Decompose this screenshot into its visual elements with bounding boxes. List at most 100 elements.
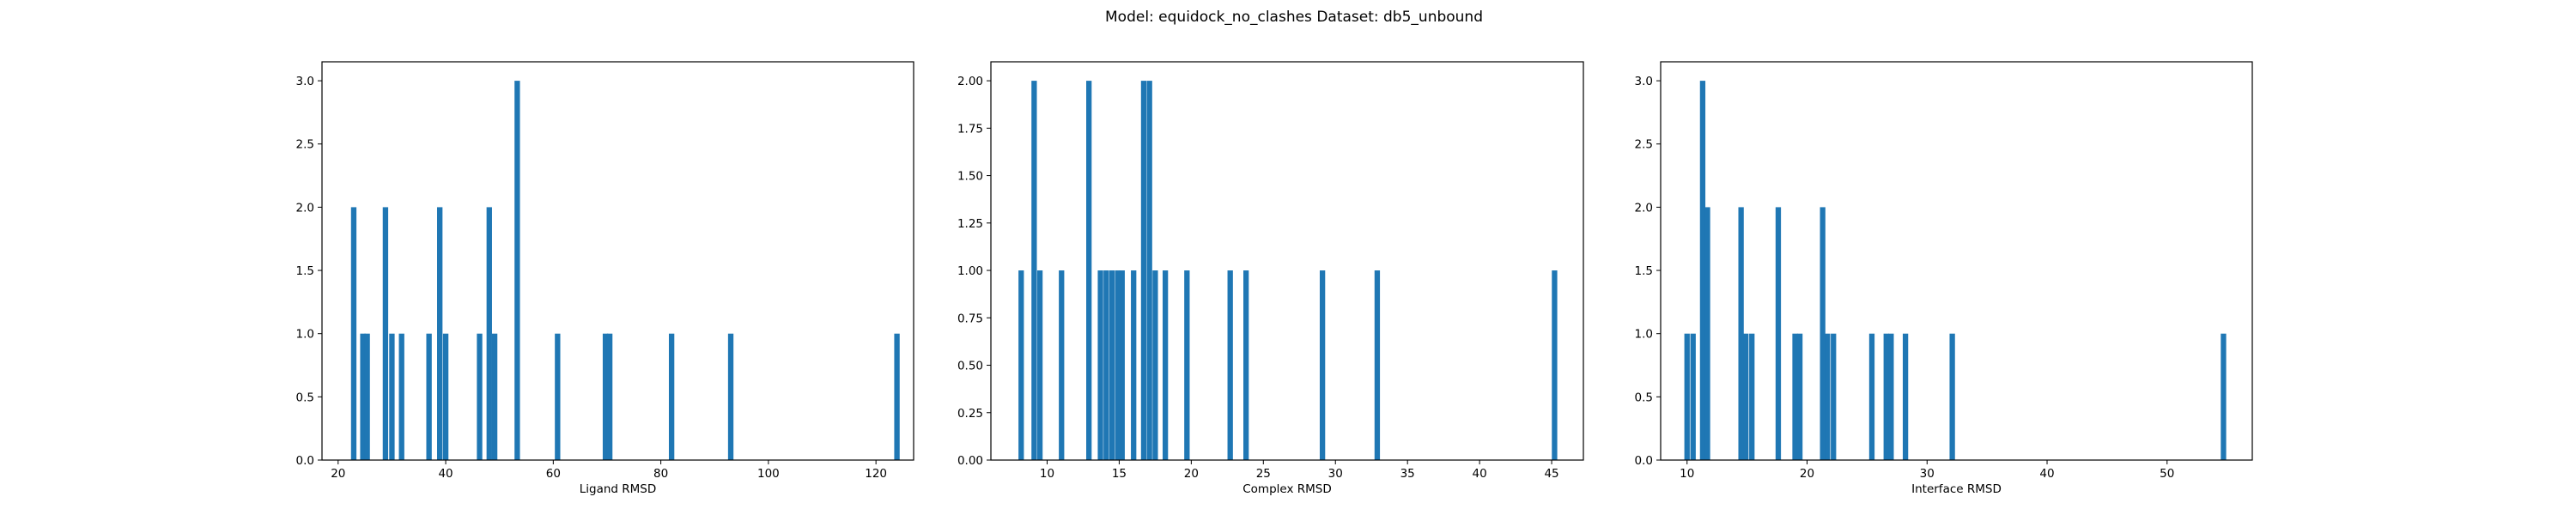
histogram-bar bbox=[1820, 207, 1826, 460]
histogram-bar bbox=[1699, 81, 1706, 460]
histogram-bar bbox=[1103, 270, 1109, 460]
histogram-bar bbox=[1883, 333, 1889, 460]
x-tick-label: 25 bbox=[1256, 467, 1271, 481]
y-tick-label: 1.50 bbox=[957, 170, 983, 184]
x-tick-label: 40 bbox=[2039, 467, 2054, 481]
y-tick-label: 0.0 bbox=[1635, 454, 1653, 468]
y-tick-label: 3.0 bbox=[296, 75, 314, 88]
histogram-bar bbox=[514, 81, 520, 460]
histogram-bar bbox=[350, 207, 357, 460]
histogram-bar bbox=[1227, 270, 1233, 460]
x-tick-label: 120 bbox=[865, 467, 887, 481]
histogram-bar bbox=[426, 333, 432, 460]
histogram-bar bbox=[1162, 270, 1169, 460]
y-tick-label: 0.75 bbox=[957, 312, 983, 325]
x-tick-label: 10 bbox=[1040, 467, 1054, 481]
histogram-bar bbox=[1374, 270, 1381, 460]
histogram-bar bbox=[1831, 333, 1837, 460]
y-tick-label: 2.0 bbox=[296, 201, 314, 215]
x-tick-label: 60 bbox=[546, 467, 561, 481]
histogram-bar bbox=[1086, 81, 1092, 460]
subplot-2: 10 15 20 25 30 35 40 45 0.00 0.25 0.50 0.75 1.00 1.25… bbox=[957, 61, 1584, 496]
histogram-bar bbox=[364, 333, 370, 460]
x-tick-label: 100 bbox=[757, 467, 780, 481]
histogram-bar bbox=[1704, 207, 1710, 460]
x-tick-label: 40 bbox=[438, 467, 453, 481]
histogram-bars bbox=[1684, 81, 2227, 460]
y-tick-label: 1.0 bbox=[296, 328, 314, 342]
histogram-bar bbox=[398, 333, 404, 460]
y-tick-label: 1.5 bbox=[1635, 264, 1653, 278]
histogram-bar bbox=[1775, 207, 1782, 460]
histogram-bar bbox=[1552, 270, 1558, 460]
histogram-bar bbox=[1868, 333, 1875, 460]
x-tick-label: 30 bbox=[1920, 467, 1935, 481]
x-axis-label: Complex RMSD bbox=[1242, 482, 1332, 496]
y-axis-ticks: 0.00 0.25 0.50 0.75 1.00 1.25 1.50 1.75 2.00 bbox=[957, 75, 991, 468]
y-tick-label: 0.00 bbox=[957, 454, 983, 468]
y-tick-label: 2.00 bbox=[957, 75, 983, 88]
histogram-bar bbox=[1690, 333, 1696, 460]
subplot-1: 20 40 60 80 100 120 0.0 0.5 1.0 1.5 2.0 2.5 3.0 Ligan… bbox=[296, 61, 914, 496]
x-tick-label: 40 bbox=[1473, 467, 1487, 481]
x-tick-label: 45 bbox=[1544, 467, 1558, 481]
histogram-bar bbox=[1115, 270, 1121, 460]
histogram-bar bbox=[437, 207, 443, 460]
histogram-bar bbox=[486, 207, 492, 460]
histogram-bar bbox=[1097, 270, 1103, 460]
histogram-bar bbox=[382, 207, 389, 460]
histogram-bar bbox=[1743, 333, 1749, 460]
histogram-bar bbox=[606, 333, 613, 460]
histogram-bar bbox=[1184, 270, 1190, 460]
x-axis-label: Ligand RMSD bbox=[580, 482, 657, 496]
x-tick-label: 50 bbox=[2160, 467, 2174, 481]
histogram-bar bbox=[1146, 81, 1152, 460]
y-tick-label: 1.5 bbox=[296, 264, 314, 278]
histogram-bar bbox=[1796, 333, 1803, 460]
histogram-bar bbox=[360, 333, 366, 460]
histogram-bar bbox=[491, 333, 498, 460]
histogram-bar bbox=[1825, 333, 1831, 460]
x-tick-label: 20 bbox=[1800, 467, 1814, 481]
subplot-panels: 20 40 60 80 100 120 0.0 0.5 1.0 1.5 2.0 2.5 3.0 Ligan… bbox=[296, 61, 2253, 496]
histogram-bar bbox=[477, 333, 483, 460]
histogram-bar bbox=[1036, 270, 1043, 460]
histogram-bar bbox=[2221, 333, 2227, 460]
y-tick-label: 1.0 bbox=[1635, 328, 1653, 342]
y-tick-label: 0.0 bbox=[296, 454, 314, 468]
histogram-bars bbox=[1018, 81, 1558, 460]
histogram-bar bbox=[1109, 270, 1115, 460]
histogram-bar bbox=[1131, 270, 1137, 460]
x-axis-ticks: 10 20 30 40 50 bbox=[1680, 460, 2174, 481]
x-axis-label: Interface RMSD bbox=[1911, 482, 2002, 496]
y-tick-label: 0.5 bbox=[296, 391, 314, 404]
histogram-bar bbox=[1888, 333, 1894, 460]
histogram-bar bbox=[1949, 333, 1955, 460]
y-axis-ticks: 0.0 0.5 1.0 1.5 2.0 2.5 3.0 bbox=[1635, 75, 1661, 468]
histogram-bar bbox=[1749, 333, 1755, 460]
y-tick-label: 1.25 bbox=[957, 217, 983, 231]
histogram-bar bbox=[1152, 270, 1158, 460]
histogram-bar bbox=[1031, 81, 1037, 460]
x-axis-ticks: 10 15 20 25 30 35 40 45 bbox=[1040, 460, 1559, 481]
histogram-bar bbox=[1243, 270, 1249, 460]
histogram-bar bbox=[1059, 270, 1065, 460]
x-tick-label: 20 bbox=[331, 467, 345, 481]
histogram-bar bbox=[668, 333, 675, 460]
histogram-bar bbox=[1902, 333, 1909, 460]
x-tick-label: 35 bbox=[1400, 467, 1415, 481]
axes-frame bbox=[1660, 61, 2253, 461]
histogram-bar bbox=[1792, 333, 1798, 460]
x-tick-label: 10 bbox=[1680, 467, 1694, 481]
histogram-bar bbox=[442, 333, 449, 460]
x-tick-label: 20 bbox=[1184, 467, 1199, 481]
y-tick-label: 2.5 bbox=[1635, 138, 1653, 152]
histogram-bar bbox=[727, 333, 734, 460]
axes-frame bbox=[321, 61, 914, 461]
y-tick-label: 2.0 bbox=[1635, 201, 1653, 215]
y-axis-ticks: 0.0 0.5 1.0 1.5 2.0 2.5 3.0 bbox=[296, 75, 322, 468]
y-tick-label: 2.5 bbox=[296, 138, 314, 152]
y-tick-label: 0.25 bbox=[957, 407, 983, 421]
histogram-bar bbox=[1319, 270, 1326, 460]
histogram-bar bbox=[1119, 270, 1125, 460]
